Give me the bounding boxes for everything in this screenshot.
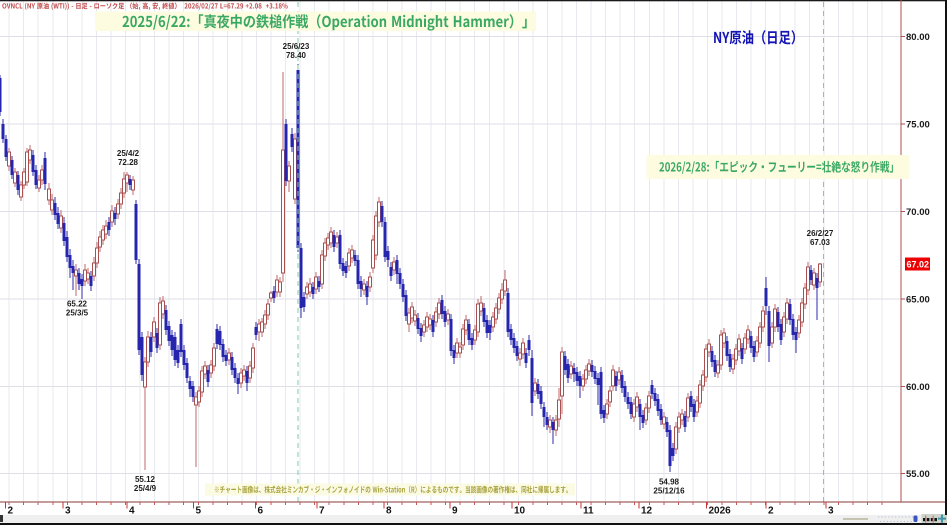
svg-text:6: 6: [258, 506, 264, 517]
svg-text:9: 9: [452, 506, 458, 517]
svg-text:25/3/5: 25/3/5: [66, 309, 89, 318]
svg-text:55.00: 55.00: [906, 469, 930, 480]
svg-text:54.98: 54.98: [659, 478, 680, 487]
svg-text:80.00: 80.00: [906, 32, 930, 43]
svg-text:25/4/9: 25/4/9: [134, 484, 157, 493]
svg-text:70.00: 70.00: [906, 207, 930, 218]
svg-text:67.03: 67.03: [810, 238, 831, 247]
svg-text:5: 5: [196, 506, 202, 517]
svg-text:3: 3: [65, 506, 71, 517]
svg-text:25/4/2: 25/4/2: [117, 149, 140, 158]
svg-text:55.12: 55.12: [135, 475, 156, 484]
svg-text:2: 2: [8, 506, 14, 517]
svg-text:7: 7: [319, 506, 325, 517]
svg-text:25/12/16: 25/12/16: [653, 487, 685, 496]
svg-text:25/6/23: 25/6/23: [283, 42, 310, 51]
svg-text:26/2/27: 26/2/27: [807, 229, 834, 238]
svg-text:65.00: 65.00: [906, 295, 930, 306]
svg-text:4: 4: [129, 506, 135, 517]
svg-text:11: 11: [583, 506, 594, 517]
svg-text:8: 8: [386, 506, 392, 517]
svg-text:3: 3: [828, 506, 834, 517]
svg-text:10: 10: [514, 506, 526, 517]
svg-text:2: 2: [768, 506, 774, 517]
svg-text:75.00: 75.00: [906, 120, 930, 131]
svg-text:65.22: 65.22: [67, 300, 88, 309]
svg-text:72.28: 72.28: [118, 158, 139, 167]
svg-text:60.00: 60.00: [906, 382, 930, 393]
svg-text:67.02: 67.02: [907, 260, 930, 270]
svg-text:12: 12: [641, 506, 653, 517]
svg-text:2026: 2026: [709, 506, 732, 517]
svg-text:78.40: 78.40: [286, 51, 307, 60]
